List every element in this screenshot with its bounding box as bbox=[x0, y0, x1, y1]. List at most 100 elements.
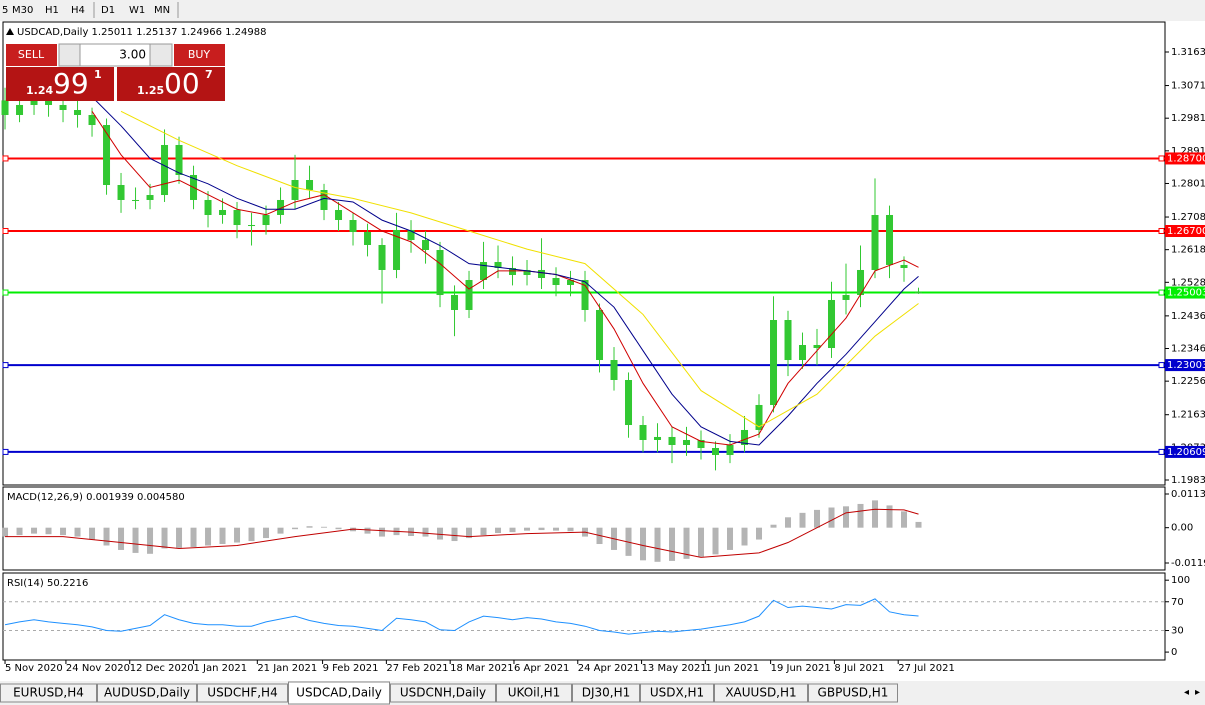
x-tick-label: 27 Jul 2021 bbox=[898, 663, 955, 674]
tab-label: DJ30,H1 bbox=[582, 686, 631, 700]
histogram-bar bbox=[654, 527, 661, 562]
histogram-bar bbox=[799, 512, 806, 528]
level-handle bbox=[1158, 448, 1165, 455]
level-handle bbox=[2, 155, 9, 162]
histogram-bar bbox=[132, 527, 139, 553]
timeframe-button[interactable]: H4 bbox=[71, 5, 85, 16]
lots-up[interactable] bbox=[149, 43, 173, 67]
histogram-bar bbox=[814, 509, 821, 528]
timeframe-button[interactable]: D1 bbox=[101, 5, 115, 16]
moving-average bbox=[91, 111, 919, 446]
histogram-bar bbox=[379, 527, 386, 537]
candle-body bbox=[59, 104, 67, 110]
tab[interactable] bbox=[197, 683, 288, 703]
histogram-bar bbox=[248, 527, 255, 542]
price-box[interactable] bbox=[117, 67, 225, 101]
timeframe-button[interactable]: M30 bbox=[12, 5, 33, 16]
candle-body bbox=[552, 278, 560, 286]
moving-average bbox=[5, 508, 919, 558]
tab[interactable] bbox=[288, 681, 390, 705]
histogram-bar bbox=[118, 527, 125, 550]
candle-body bbox=[509, 267, 517, 275]
histogram-bar bbox=[524, 527, 531, 531]
panel-title: USDCAD,Daily 1.25011 1.25137 1.24966 1.2… bbox=[17, 27, 267, 38]
candle-body bbox=[16, 104, 24, 115]
y-tick-label: 1.19835 bbox=[1171, 475, 1205, 486]
level-label-box bbox=[1165, 359, 1205, 372]
sell-button[interactable] bbox=[6, 44, 57, 66]
histogram-bar bbox=[437, 527, 444, 540]
price-box[interactable] bbox=[6, 67, 114, 101]
price-fraction: 1 bbox=[94, 68, 102, 81]
candle-body bbox=[842, 295, 850, 300]
candle-body bbox=[30, 99, 38, 105]
candle-body bbox=[813, 344, 821, 349]
y-tick-label: 0 bbox=[1171, 647, 1177, 658]
timeframe-button[interactable]: H1 bbox=[45, 5, 59, 16]
histogram-bar bbox=[205, 527, 212, 546]
tab-label: USDCHF,H4 bbox=[207, 686, 277, 700]
tab-label: USDCNH,Daily bbox=[400, 686, 486, 700]
tab-label: USDX,H1 bbox=[650, 686, 704, 700]
lots-down[interactable] bbox=[58, 43, 81, 67]
candle-body bbox=[668, 436, 676, 445]
timeframe-button[interactable]: W1 bbox=[129, 5, 145, 16]
histogram-bar bbox=[219, 527, 226, 545]
tab-scroll-right[interactable]: ▸ bbox=[1195, 687, 1200, 698]
level-label: 1.26700 bbox=[1167, 226, 1205, 237]
tab[interactable] bbox=[808, 683, 898, 703]
y-tick-label: 1.28910 bbox=[1171, 146, 1205, 157]
tab[interactable] bbox=[97, 683, 197, 703]
candle-body bbox=[233, 209, 241, 226]
candle-body bbox=[712, 448, 720, 456]
candle-body bbox=[422, 239, 430, 250]
tab[interactable] bbox=[572, 683, 640, 703]
candle-body bbox=[683, 439, 691, 445]
buy-button[interactable] bbox=[174, 44, 225, 66]
candle-body bbox=[494, 262, 502, 268]
candle-body bbox=[726, 444, 734, 456]
histogram-bar bbox=[756, 527, 763, 540]
candle-body bbox=[146, 195, 154, 200]
timeframe-button[interactable]: 5 bbox=[2, 5, 8, 16]
candle-body bbox=[291, 179, 299, 200]
panel-frame bbox=[2, 572, 1166, 661]
candle-body bbox=[204, 199, 212, 215]
y-tick-label: 1.30710 bbox=[1171, 81, 1205, 92]
histogram-bar bbox=[466, 527, 473, 539]
candle-body bbox=[523, 269, 531, 275]
histogram-bar bbox=[857, 503, 864, 528]
histogram-bar bbox=[770, 524, 777, 528]
y-tick-label: 70 bbox=[1171, 597, 1184, 608]
candle-body bbox=[596, 309, 604, 361]
candle-body bbox=[248, 225, 256, 227]
candle-body bbox=[915, 292, 923, 294]
candle-body bbox=[88, 114, 96, 126]
x-tick-label: 19 Jun 2021 bbox=[771, 663, 831, 674]
candle-body bbox=[436, 249, 444, 296]
x-tick-label: 1 Jan 2021 bbox=[194, 663, 248, 674]
tab-scroll-left[interactable]: ◂ bbox=[1184, 687, 1189, 698]
candle-body bbox=[161, 144, 169, 196]
histogram-bar bbox=[915, 521, 922, 528]
level-handle bbox=[2, 227, 9, 234]
timeframe-button[interactable]: MN bbox=[154, 5, 170, 16]
tab[interactable] bbox=[0, 683, 97, 703]
histogram-bar bbox=[335, 527, 342, 530]
tab[interactable] bbox=[714, 683, 808, 703]
candle-body bbox=[175, 144, 183, 175]
y-tick-label: 1.29810 bbox=[1171, 113, 1205, 124]
level-label-box bbox=[1165, 224, 1205, 237]
histogram-bar bbox=[872, 500, 879, 528]
x-tick-label: 6 Apr 2021 bbox=[514, 663, 569, 674]
tab[interactable] bbox=[390, 683, 496, 703]
level-handle bbox=[2, 289, 9, 296]
histogram-bar bbox=[176, 527, 183, 548]
tab[interactable] bbox=[640, 683, 714, 703]
moving-average bbox=[120, 110, 919, 428]
candle-body bbox=[407, 229, 415, 240]
histogram-bar bbox=[74, 527, 81, 537]
candle-body bbox=[784, 320, 792, 361]
y-tick-label: 1.24360 bbox=[1171, 311, 1205, 322]
tab[interactable] bbox=[496, 683, 572, 703]
